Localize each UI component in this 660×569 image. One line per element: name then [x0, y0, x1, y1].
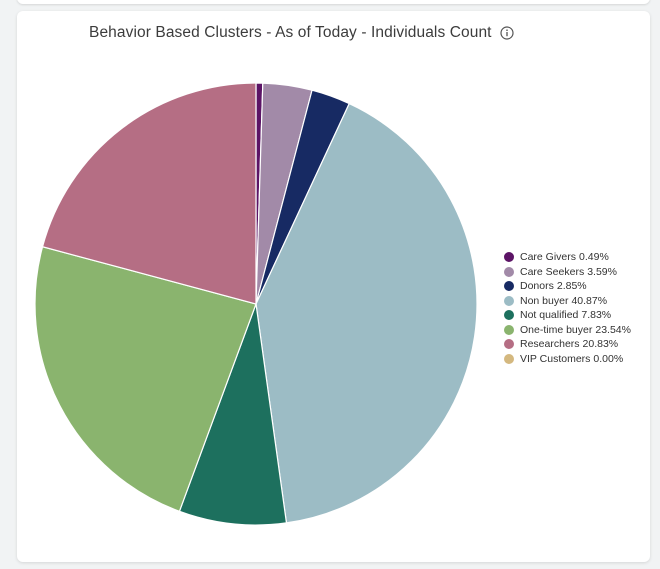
legend-item-care-givers[interactable]: Care Givers 0.49% [504, 250, 631, 265]
previous-card-edge [17, 0, 650, 4]
legend-label: Not qualified [520, 309, 579, 322]
legend-value: 2.85% [556, 280, 587, 293]
pie-slice-researchers[interactable] [41, 82, 257, 305]
legend-swatch [504, 324, 514, 335]
legend-value: 20.83% [582, 338, 619, 351]
legend-item-care-seekers[interactable]: Care Seekers 3.59% [504, 265, 631, 280]
legend-label: One-time buyer [520, 323, 593, 336]
legend-swatch [504, 252, 514, 263]
chart-legend: Care Givers 0.49% Care Seekers 3.59% Donors 2… [504, 250, 631, 366]
legend-item-one-time-buyer[interactable]: One-time buyer 23.54% [504, 323, 631, 338]
legend-swatch [504, 295, 514, 306]
legend-item-donors[interactable]: Donors 2.85% [504, 279, 631, 294]
legend-label: Care Givers [520, 251, 577, 264]
legend-swatch [504, 281, 514, 292]
pie-chart [34, 82, 478, 526]
pie-slice-non-buyer[interactable] [255, 102, 478, 524]
legend-value: 0.49% [579, 251, 609, 264]
legend-swatch [504, 310, 514, 321]
legend-swatch [504, 266, 514, 277]
legend-label: Care Seekers [520, 265, 585, 278]
legend-label: Researchers [520, 338, 580, 351]
chart-header: Behavior Based Clusters - As of Today - … [89, 24, 514, 42]
legend-value: 3.59% [587, 265, 617, 278]
legend-item-researchers[interactable]: Researchers 20.83% [504, 337, 631, 352]
legend-swatch [504, 353, 514, 364]
legend-label: Donors [520, 280, 554, 293]
legend-value: 0.00% [593, 352, 624, 365]
legend-value: 23.54% [595, 323, 631, 336]
chart-title: Behavior Based Clusters - As of Today - … [89, 24, 492, 41]
pie-slice-one-time-buyer[interactable] [34, 246, 257, 513]
legend-item-non-buyer[interactable]: Non buyer 40.87% [504, 294, 631, 309]
pie-slice-not-qualified[interactable] [178, 303, 288, 526]
legend-label: Non buyer [520, 294, 569, 307]
info-icon[interactable] [499, 26, 514, 40]
legend-swatch [504, 339, 514, 350]
legend-value: 7.83% [581, 309, 612, 322]
legend-value: 40.87% [571, 294, 608, 307]
chart-card: Behavior Based Clusters - As of Today - … [17, 11, 650, 562]
legend-item-not-qualified[interactable]: Not qualified 7.83% [504, 308, 631, 323]
legend-label: VIP Customers [520, 352, 591, 365]
legend-item-vip-customers[interactable]: VIP Customers 0.00% [504, 352, 631, 367]
